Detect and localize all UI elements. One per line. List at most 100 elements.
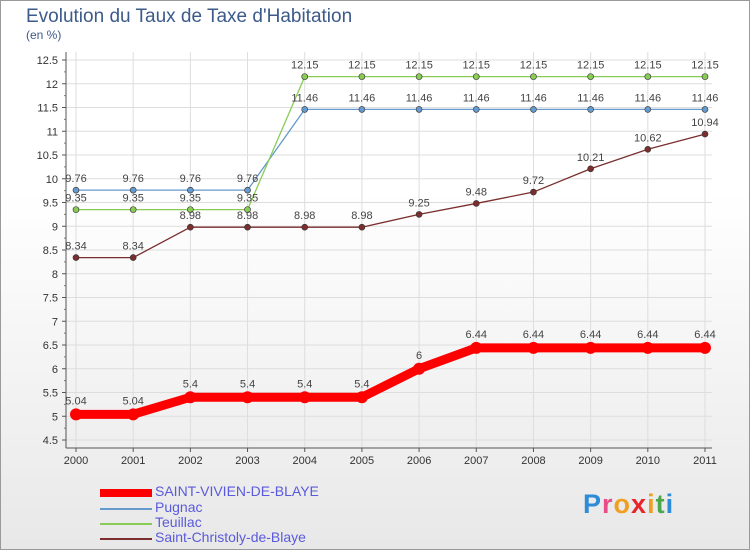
data-point: [530, 188, 537, 196]
data-point: [301, 223, 309, 231]
data-label: 12.15: [348, 60, 376, 72]
data-point: [641, 341, 654, 354]
data-label: 12.15: [634, 60, 662, 72]
data-label: 11.46: [634, 92, 661, 104]
data-point: [699, 341, 711, 354]
data-point: [587, 106, 594, 113]
data-label: 5.4: [240, 378, 255, 390]
y-tick-label: 12: [46, 79, 58, 91]
logo-letter: x: [631, 489, 648, 519]
x-tick-label: 2006: [407, 455, 431, 467]
data-label: 8.98: [180, 210, 201, 222]
y-tick-label: 11: [47, 126, 58, 138]
data-point: [355, 391, 368, 404]
data-point: [587, 165, 594, 173]
data-point: [358, 73, 366, 80]
data-point: [530, 106, 537, 113]
data-label: 9.35: [122, 193, 143, 205]
series-line: [75, 75, 706, 211]
y-tick-label: 8.5: [43, 245, 58, 257]
y-tick-label: 6.5: [43, 340, 58, 352]
data-point: [413, 362, 426, 375]
data-label: 11.46: [291, 92, 318, 104]
data-label: 5.04: [122, 395, 143, 407]
series-line: [71, 343, 710, 419]
chart-title: Evolution du Taux de Taxe d'Habitation: [26, 6, 353, 27]
data-label: 10.21: [577, 152, 605, 164]
y-tick-label: 10: [46, 174, 58, 186]
series-line: [75, 133, 706, 259]
data-label: 5.4: [354, 378, 369, 390]
data-point: [301, 106, 309, 113]
data-point: [301, 73, 309, 80]
data-label: 9.76: [122, 173, 143, 185]
legend-swatch: [100, 508, 152, 510]
data-label: 5.4: [183, 378, 198, 390]
data-point: [244, 223, 251, 231]
data-label: 12.15: [405, 60, 433, 72]
logo-letter: i: [665, 489, 675, 519]
data-point: [415, 106, 423, 113]
data-label: 10.94: [691, 117, 719, 129]
data-point: [241, 391, 254, 404]
x-tick-label: 2005: [350, 455, 374, 467]
x-tick-label: 2007: [464, 455, 488, 467]
data-point: [127, 408, 140, 421]
legend-swatch: [100, 538, 152, 540]
data-point: [244, 186, 251, 194]
data-point: [584, 341, 597, 354]
data-label: 9.76: [237, 173, 258, 185]
data-point: [72, 254, 80, 261]
data-label: 9.72: [523, 175, 544, 187]
x-tick-label: 2001: [121, 455, 145, 467]
data-label: 9.35: [65, 193, 86, 205]
data-label: 9.48: [466, 186, 487, 198]
data-point: [298, 391, 311, 404]
y-tick-label: 7.5: [43, 293, 58, 305]
data-point: [472, 200, 480, 207]
data-point: [129, 254, 137, 261]
logo-letter: i: [647, 489, 656, 519]
data-point: [129, 206, 137, 213]
data-point: [472, 106, 480, 113]
y-tick-label: 5: [52, 411, 58, 423]
data-label: 9.76: [180, 173, 201, 185]
data-label: 12.15: [577, 60, 605, 72]
x-tick-label: 2004: [292, 455, 316, 467]
logo-letter: r: [602, 489, 614, 519]
data-point: [530, 73, 537, 80]
data-label: 8.34: [122, 241, 143, 253]
data-point: [187, 223, 194, 231]
data-point: [472, 73, 480, 80]
data-point: [415, 73, 423, 80]
data-point: [644, 106, 652, 113]
data-label: 9.35: [237, 193, 258, 205]
logo-letter: o: [613, 489, 632, 519]
y-tick-label: 7: [52, 316, 58, 328]
legend-label: Teuillac: [155, 514, 202, 530]
y-tick-label: 9: [52, 221, 58, 233]
x-tick-label: 2011: [693, 455, 717, 467]
data-point: [358, 223, 366, 231]
data-label: 6.44: [523, 329, 544, 341]
legend-swatch: [100, 523, 152, 525]
data-point: [184, 391, 197, 404]
data-label: 6.44: [637, 329, 658, 341]
x-tick-label: 2002: [178, 455, 202, 467]
data-label: 11.46: [692, 92, 719, 104]
y-tick-label: 12.5: [37, 55, 58, 67]
data-label: 11.46: [520, 92, 547, 104]
proxiti-logo: Proxiti: [583, 489, 674, 520]
data-point: [644, 146, 652, 153]
y-tick-label: 4.5: [43, 435, 58, 447]
legend-label: Pugnac: [155, 499, 203, 515]
data-point: [70, 408, 82, 421]
data-label: 12.15: [291, 60, 319, 72]
data-point: [701, 130, 709, 138]
data-label: 11.46: [463, 92, 490, 104]
data-label: 11.46: [349, 92, 376, 104]
y-tick-label: 8: [52, 269, 58, 281]
data-label: 6.44: [694, 329, 715, 341]
